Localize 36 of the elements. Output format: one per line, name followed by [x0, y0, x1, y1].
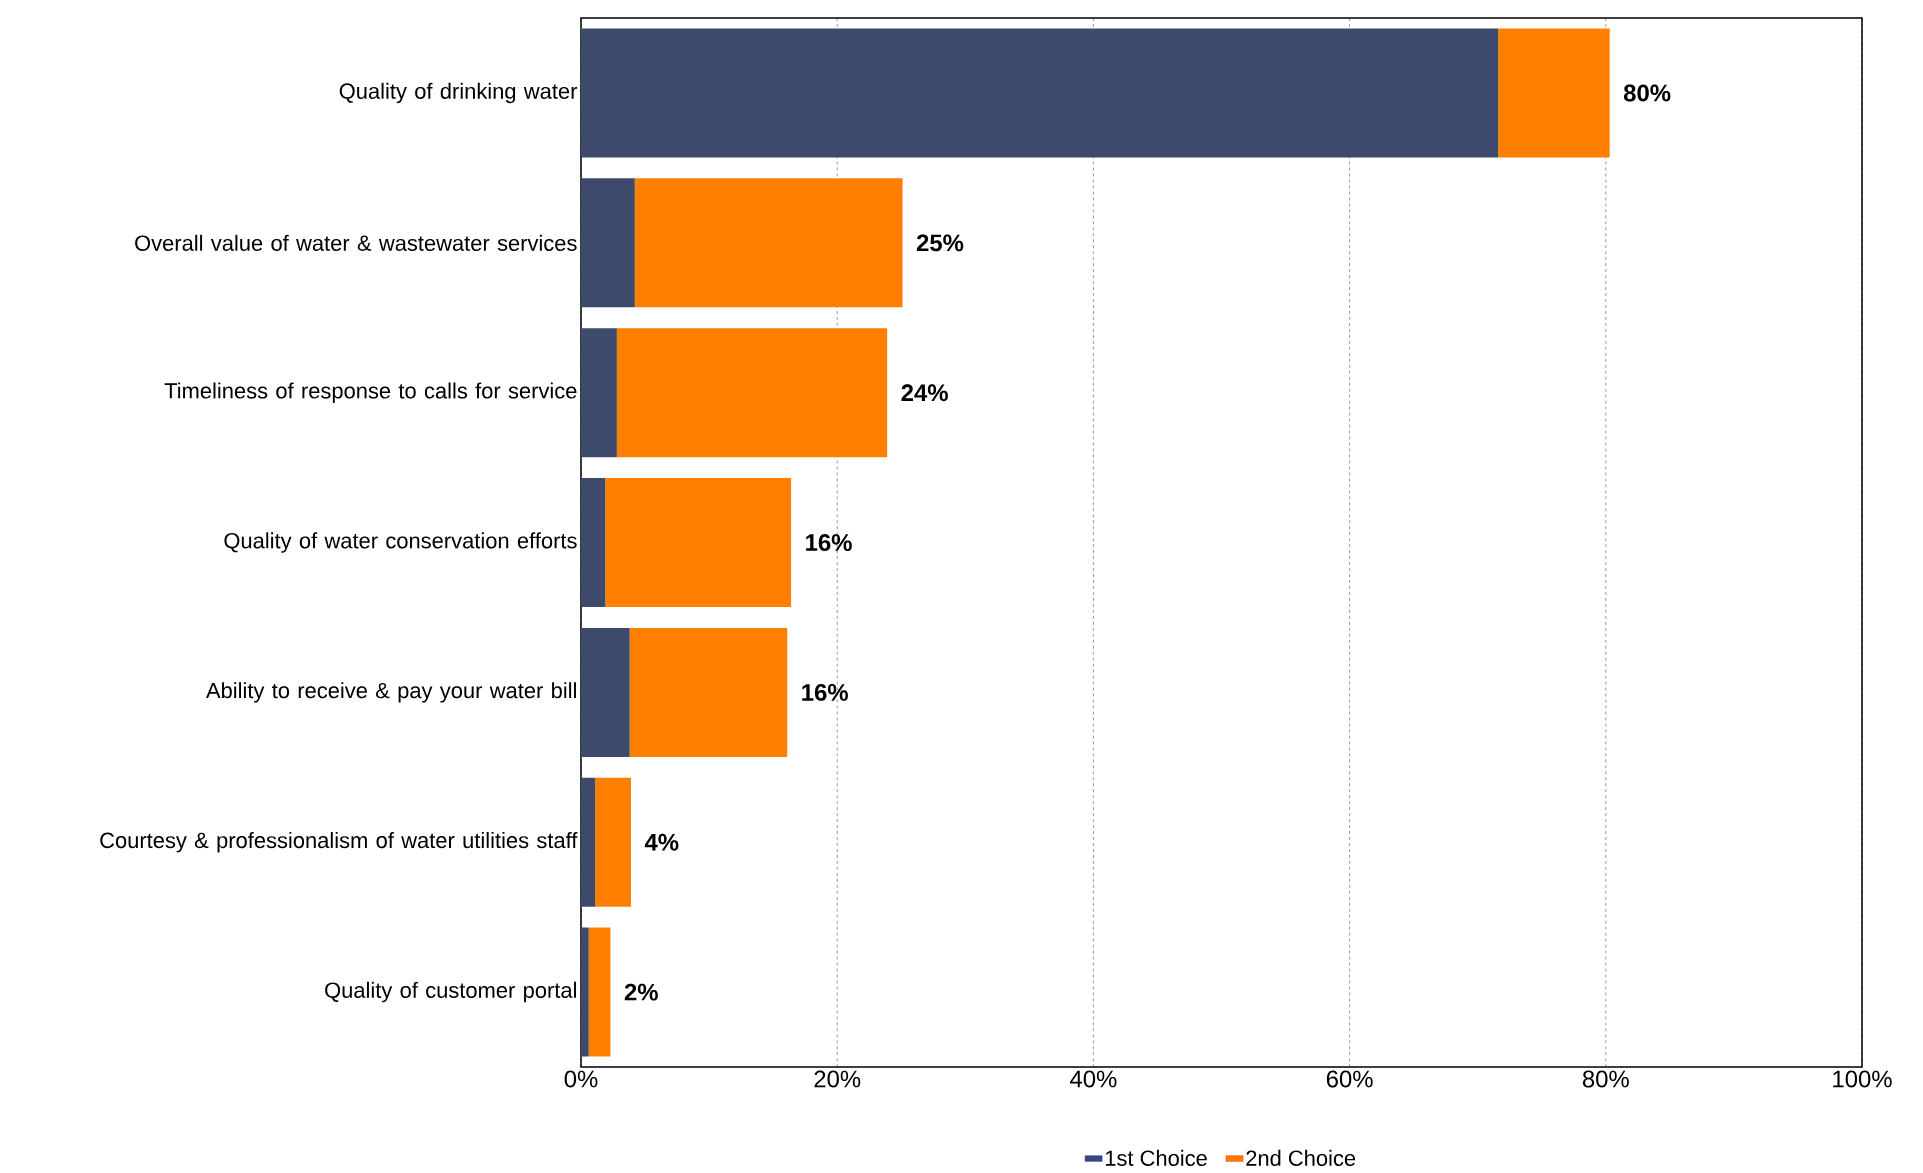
x-tick-label: 0%: [564, 1070, 598, 1088]
total-label: 16%: [806, 534, 852, 552]
bar: [581, 627, 630, 757]
total-label: 4%: [644, 833, 679, 851]
y-tick-label: Ability to receive & pay your water bill: [206, 682, 576, 703]
total-label: 16%: [802, 683, 848, 701]
y-tick-label: Quality of water conservation efforts: [224, 532, 577, 553]
y-tick-label: Quality of customer portal: [325, 981, 576, 1003]
bar: [588, 927, 611, 1057]
bar: [595, 777, 631, 907]
bar: [581, 478, 606, 608]
y-tick-label: Overall value of water & wastewater services: [135, 234, 577, 251]
y-tick-label: Courtesy & professionalism of water utilities staff: [100, 832, 578, 853]
y-tick-label: Timeliness of response to calls for service: [164, 382, 577, 403]
x-tick-label: 100%: [1833, 1070, 1892, 1088]
bar: [581, 28, 1499, 158]
x-tick-label: 20%: [814, 1070, 861, 1088]
y-tick-label: Quality of drinking water: [339, 82, 578, 104]
bar: [634, 178, 903, 308]
bar: [581, 777, 596, 907]
bar: [605, 478, 792, 608]
bar: [1498, 28, 1610, 158]
total-label: 2%: [624, 983, 658, 1001]
bar: [581, 328, 617, 458]
bar: [629, 627, 788, 757]
bar: [616, 328, 888, 458]
x-tick-label: 60%: [1326, 1070, 1373, 1088]
legend-label: 2nd Choice: [1246, 1149, 1356, 1166]
bar: [581, 927, 589, 1057]
total-label: 25%: [916, 234, 964, 252]
total-label: 80%: [1623, 84, 1671, 102]
total-label: 24%: [901, 384, 948, 402]
bar: [581, 178, 635, 308]
legend-label: 1st Choice: [1105, 1149, 1207, 1166]
x-tick-label: 40%: [1070, 1070, 1117, 1088]
x-tick-label: 80%: [1582, 1070, 1629, 1088]
